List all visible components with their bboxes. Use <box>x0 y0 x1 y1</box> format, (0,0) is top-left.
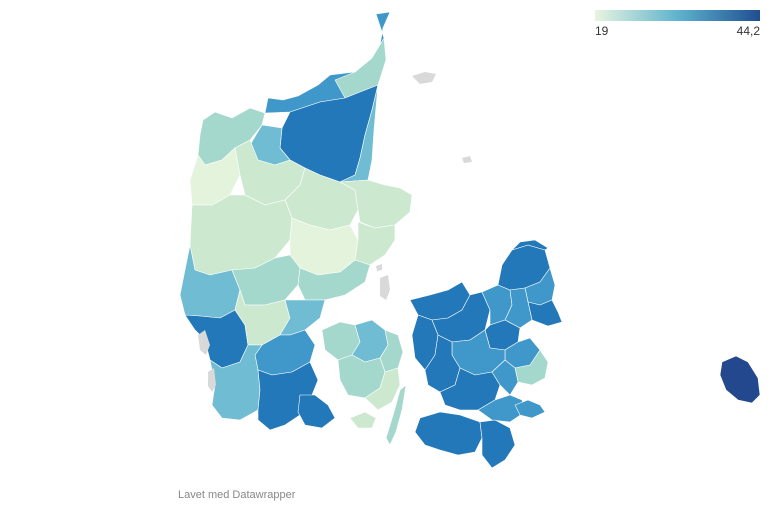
island-tuno <box>376 264 382 271</box>
region-aarhus[interactable] <box>354 221 396 266</box>
credit-text[interactable]: Lavet med Datawrapper <box>178 489 296 501</box>
region-esbjerg[interactable] <box>184 309 249 369</box>
region-horsens[interactable] <box>297 259 371 301</box>
region-langeland[interactable] <box>385 384 407 446</box>
region-ballerup[interactable] <box>504 287 533 329</box>
color-legend: 19 44,2 <box>595 10 760 38</box>
legend-min-label: 19 <box>595 24 609 38</box>
region-randers-djursland[interactable] <box>339 179 413 229</box>
region-slagelse[interactable] <box>424 334 461 393</box>
region-copenhagen[interactable] <box>527 299 563 327</box>
legend-gradient-bar <box>595 10 760 21</box>
region-sonderborg[interactable] <box>297 394 336 429</box>
region-helsingor[interactable] <box>511 239 549 251</box>
region-lolland[interactable] <box>414 411 483 456</box>
island-romo <box>208 368 216 392</box>
island-fano <box>198 330 210 355</box>
region-stevns[interactable] <box>514 349 549 386</box>
region-mon[interactable] <box>514 399 546 419</box>
legend-max-label: 44,2 <box>736 24 760 38</box>
region-guldborgsund[interactable] <box>479 419 516 469</box>
island-laeso <box>412 72 436 84</box>
region-lemvig[interactable] <box>189 147 241 206</box>
region-frederikshavn[interactable] <box>334 37 387 99</box>
region-aero[interactable] <box>349 411 377 429</box>
region-jammerbugt[interactable] <box>339 84 379 183</box>
island-anholt <box>462 156 472 163</box>
region-svendborg[interactable] <box>364 367 401 411</box>
region-bornholm[interactable] <box>719 355 761 404</box>
region-faxe[interactable] <box>491 359 519 396</box>
island-samso <box>380 275 390 300</box>
